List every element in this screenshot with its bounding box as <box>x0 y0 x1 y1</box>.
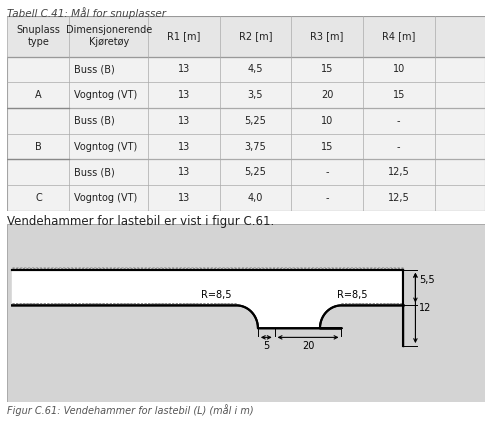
Text: R=8,5: R=8,5 <box>337 290 367 300</box>
Text: 5: 5 <box>263 341 270 351</box>
Text: 4,5: 4,5 <box>248 64 263 75</box>
Text: 5,25: 5,25 <box>245 167 267 177</box>
Text: C: C <box>35 193 42 203</box>
Text: Tabell C.41: Mål for snuplasser: Tabell C.41: Mål for snuplasser <box>7 7 166 19</box>
Text: 12,5: 12,5 <box>388 193 410 203</box>
Text: -: - <box>325 193 329 203</box>
Text: Vogntog (VT): Vogntog (VT) <box>74 142 137 151</box>
Text: 15: 15 <box>393 90 405 100</box>
Text: Vogntog (VT): Vogntog (VT) <box>74 193 137 203</box>
Text: Buss (B): Buss (B) <box>74 167 115 177</box>
Text: B: B <box>35 142 42 151</box>
Text: 5,5: 5,5 <box>419 275 435 285</box>
Text: 15: 15 <box>321 64 333 75</box>
Text: 12: 12 <box>419 303 431 313</box>
Polygon shape <box>237 305 341 328</box>
Text: -: - <box>325 167 329 177</box>
Text: 13: 13 <box>178 193 190 203</box>
Text: Snuplass
type: Snuplass type <box>16 25 61 47</box>
Text: -: - <box>397 116 400 126</box>
Text: 5,25: 5,25 <box>245 116 267 126</box>
Text: R2 [m]: R2 [m] <box>239 31 272 41</box>
Text: 15: 15 <box>321 142 333 151</box>
Text: R1 [m]: R1 [m] <box>167 31 201 41</box>
Text: R=8,5: R=8,5 <box>201 290 232 300</box>
Text: 4,0: 4,0 <box>248 193 263 203</box>
Text: Buss (B): Buss (B) <box>74 64 115 75</box>
Text: 13: 13 <box>178 142 190 151</box>
Text: 13: 13 <box>178 167 190 177</box>
Text: 10: 10 <box>393 64 405 75</box>
Text: Vendehammer for lastebil er vist i figur C.61.: Vendehammer for lastebil er vist i figur… <box>7 215 275 228</box>
Text: 3,75: 3,75 <box>245 142 267 151</box>
Text: 13: 13 <box>178 90 190 100</box>
Text: -: - <box>397 142 400 151</box>
Text: Figur C.61: Vendehammer for lastebil (L) (mål i m): Figur C.61: Vendehammer for lastebil (L)… <box>7 404 254 416</box>
Text: 12,5: 12,5 <box>388 167 410 177</box>
Text: 20: 20 <box>302 341 314 351</box>
Text: R4 [m]: R4 [m] <box>382 31 415 41</box>
Text: R3 [m]: R3 [m] <box>310 31 344 41</box>
Text: 3,5: 3,5 <box>248 90 263 100</box>
Text: A: A <box>35 90 42 100</box>
Text: 20: 20 <box>321 90 333 100</box>
Bar <box>7 16 485 56</box>
Text: Buss (B): Buss (B) <box>74 116 115 126</box>
Text: Dimensjonerende
Kjøretøy: Dimensjonerende Kjøretøy <box>65 25 152 47</box>
Text: Vogntog (VT): Vogntog (VT) <box>74 90 137 100</box>
Text: 13: 13 <box>178 64 190 75</box>
Text: 10: 10 <box>321 116 333 126</box>
Text: 13: 13 <box>178 116 190 126</box>
